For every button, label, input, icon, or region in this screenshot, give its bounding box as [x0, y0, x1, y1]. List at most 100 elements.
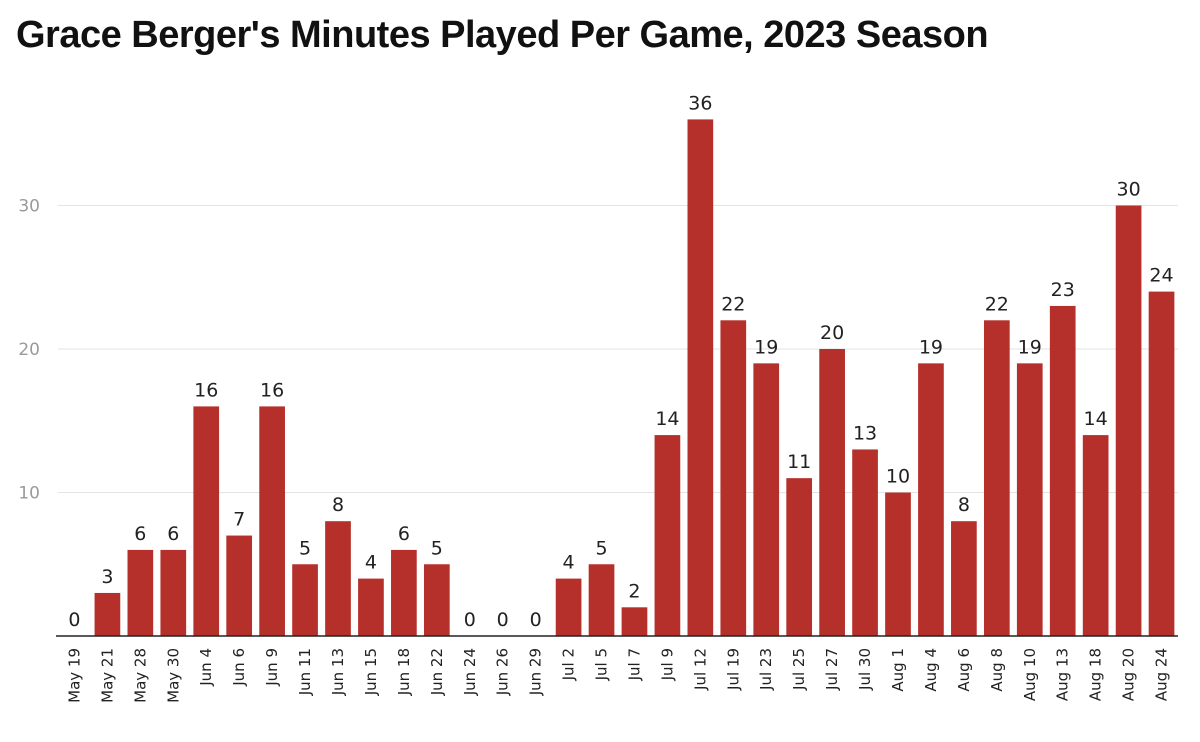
x-tick-label: Aug 20: [1120, 648, 1138, 701]
x-tick-label: Jul 30: [856, 648, 874, 691]
bar: [786, 478, 813, 636]
bar: [885, 492, 911, 636]
data-label: 16: [194, 379, 218, 401]
x-tick-label: Aug 10: [1021, 648, 1039, 701]
x-tick-label: Aug 13: [1054, 648, 1072, 701]
data-label: 16: [260, 379, 284, 401]
bar: [193, 406, 220, 636]
x-tick-label: Jun 9: [263, 648, 281, 687]
data-label: 36: [688, 92, 712, 114]
x-tick-label: Jul 19: [724, 648, 742, 691]
data-label: 19: [754, 336, 778, 358]
data-label: 7: [233, 509, 245, 531]
data-label: 0: [68, 609, 80, 631]
bar: [1148, 291, 1175, 636]
data-label: 8: [332, 494, 344, 516]
data-label: 5: [595, 537, 607, 559]
data-label: 11: [787, 451, 811, 473]
bar: [720, 320, 747, 636]
bar: [753, 363, 780, 636]
data-label: 19: [919, 336, 943, 358]
bar: [852, 449, 878, 636]
bar: [292, 564, 318, 636]
bar: [555, 578, 582, 636]
data-label: 19: [1018, 336, 1042, 358]
x-tick-label: Jun 11: [296, 648, 314, 696]
bar: [325, 521, 351, 636]
x-tick-label: Jun 6: [230, 648, 248, 687]
x-tick-label: Jul 27: [823, 648, 841, 691]
data-label: 23: [1051, 279, 1075, 301]
x-tick-label: Aug 24: [1153, 648, 1171, 701]
x-tick-label: May 28: [131, 648, 149, 703]
bar: [94, 592, 121, 636]
data-label: 2: [628, 580, 640, 602]
data-label: 0: [464, 609, 476, 631]
bar: [1082, 435, 1109, 636]
bar: [819, 349, 845, 636]
bar: [160, 549, 187, 636]
y-tick-label: 30: [18, 197, 40, 217]
data-label: 8: [958, 494, 970, 516]
chart-title: Grace Berger's Minutes Played Per Game, …: [16, 14, 989, 56]
bar: [687, 119, 714, 636]
x-tick-label: Jul 9: [658, 648, 676, 681]
data-label: 4: [365, 552, 377, 574]
data-label: 24: [1149, 265, 1173, 287]
x-tick-label: Aug 1: [889, 648, 907, 692]
bar: [127, 549, 154, 636]
bar: [621, 607, 648, 636]
x-tick-label: Aug 4: [922, 648, 940, 692]
x-tick-label: Aug 18: [1087, 648, 1105, 701]
bar: [1049, 305, 1076, 636]
bar: [358, 578, 384, 636]
x-tick-label: Jun 26: [494, 648, 512, 696]
data-label: 4: [563, 552, 575, 574]
data-label: 30: [1116, 179, 1140, 201]
x-tick-label: Aug 8: [988, 648, 1006, 692]
x-tick-label: Jul 2: [560, 648, 578, 681]
x-tick-label: Jul 25: [790, 648, 808, 691]
data-label: 6: [167, 523, 179, 545]
bars: [94, 119, 1175, 636]
data-label: 22: [721, 293, 745, 315]
data-label: 14: [655, 408, 679, 430]
y-axis-ticks: 10 20 30: [18, 197, 40, 504]
bar: [259, 406, 285, 636]
x-tick-label: Jul 5: [593, 648, 611, 681]
x-tick-label: Jun 29: [527, 648, 545, 696]
x-tick-label: May 30: [164, 648, 182, 703]
data-label: 22: [985, 293, 1009, 315]
bar: [588, 564, 615, 636]
bar: [226, 535, 253, 636]
gridlines: [58, 205, 1178, 493]
data-label: 20: [820, 322, 844, 344]
x-tick-label: Jun 22: [428, 648, 446, 696]
x-tick-label: May 19: [65, 648, 83, 703]
data-label: 6: [398, 523, 410, 545]
bar: [983, 320, 1010, 636]
data-label: 14: [1084, 408, 1108, 430]
x-axis-categories: May 19 May 21 May 28 May 30 Jun 4 Jun 6 Jun 9 J…: [65, 648, 1170, 703]
data-label: 5: [299, 537, 311, 559]
data-label: 0: [530, 609, 542, 631]
x-tick-label: Jun 13: [329, 648, 347, 696]
data-label: 10: [886, 466, 910, 488]
data-label: 13: [853, 422, 877, 444]
x-tick-label: Jul 12: [691, 648, 709, 691]
x-tick-label: Jun 24: [461, 648, 479, 696]
x-tick-label: Aug 6: [955, 648, 973, 692]
x-tick-label: Jul 23: [757, 648, 775, 691]
x-tick-label: Jul 7: [625, 648, 643, 681]
data-label: 3: [101, 566, 113, 588]
data-label: 0: [497, 609, 509, 631]
x-tick-label: May 21: [98, 648, 116, 703]
bar: [918, 363, 944, 636]
bar: [391, 549, 417, 636]
y-tick-label: 10: [18, 484, 40, 504]
data-label: 5: [431, 537, 443, 559]
x-tick-label: Jun 4: [197, 648, 215, 687]
bar: [951, 521, 977, 636]
